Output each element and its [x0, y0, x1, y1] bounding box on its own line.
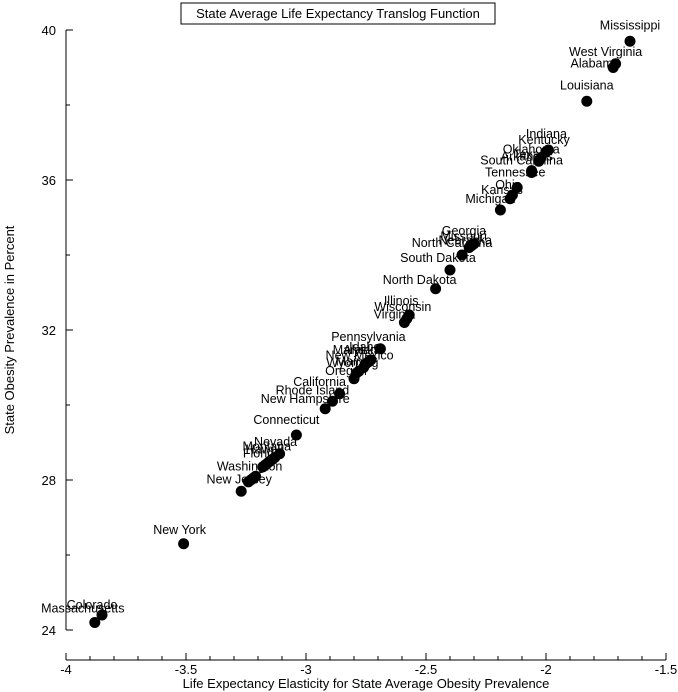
point-label: North Dakota [383, 273, 457, 287]
x-tick-label: -2 [540, 662, 552, 677]
point-label: Washington [217, 459, 283, 473]
data-point [624, 35, 636, 47]
data-point [456, 249, 468, 261]
point-label: West Virginia [569, 45, 642, 59]
data-point [494, 204, 506, 216]
point-label: North Carolina [412, 236, 493, 250]
data-point [581, 95, 593, 107]
point-label: Illinois [384, 294, 419, 308]
point-label: Connecticut [253, 413, 320, 427]
point-label: Texas [513, 148, 546, 162]
data-point [444, 264, 456, 276]
x-tick-label: -3 [300, 662, 312, 677]
point-label: Alaska [343, 343, 381, 357]
point-label: Kansas [481, 183, 523, 197]
point-label: Nevada [254, 435, 297, 449]
point-label: Indiana [526, 127, 567, 141]
point-label: Hawaii [246, 442, 284, 456]
point-label: Rhode Island [276, 383, 350, 397]
data-point [290, 429, 302, 441]
point-label: New York [153, 523, 207, 537]
point-label: Mississippi [600, 18, 660, 32]
data-point [319, 403, 331, 415]
point-label: Kentucky [518, 133, 570, 147]
point-label: Maine [336, 354, 370, 368]
data-point [374, 343, 386, 355]
point-label: Ohio [495, 178, 521, 192]
data-point [262, 457, 274, 469]
y-tick-label: 32 [42, 323, 56, 338]
point-label: New Jersey [207, 472, 273, 486]
data-point [607, 62, 619, 73]
x-tick-label: -1.5 [655, 662, 677, 677]
data-point [526, 165, 538, 177]
x-axis-title: Life Expectancy Elasticity for State Ave… [183, 676, 550, 691]
data-point [242, 476, 254, 488]
data-points [89, 35, 636, 628]
data-point [533, 155, 545, 167]
point-label: Maryland [333, 343, 384, 357]
point-label: California [293, 375, 346, 389]
data-point [430, 283, 442, 295]
point-label: New Hampshire [261, 392, 350, 406]
point-label: Pennsylvania [331, 330, 405, 344]
data-point [89, 617, 101, 628]
data-point [348, 373, 360, 385]
point-label: Wyoming [326, 356, 378, 370]
point-label: Missouri [440, 230, 487, 244]
x-tick-label: -3.5 [175, 662, 197, 677]
point-label: Florida [243, 446, 281, 460]
data-point [463, 242, 475, 253]
y-tick-label: 40 [42, 23, 56, 38]
y-axis-title: State Obesity Prevalence in Percent [2, 225, 17, 434]
point-label: Idaho [349, 340, 380, 354]
data-point [504, 193, 516, 205]
point-label: Arkansas [501, 149, 553, 163]
data-point [96, 609, 108, 621]
data-point [178, 538, 190, 550]
point-label: Michigan [465, 192, 515, 206]
data-point [334, 388, 346, 400]
y-tick-label: 24 [42, 623, 56, 638]
point-label: South Dakota [400, 251, 476, 265]
point-label: Virginia [374, 308, 416, 322]
data-point [326, 395, 338, 407]
point-label: Louisiana [560, 78, 614, 92]
x-axis: -4 -3.5 -3 -2.5 -2 -1.5 [60, 653, 677, 677]
y-axis: 24 28 32 36 40 [42, 23, 73, 638]
chart-title-box: State Average Life Expectancy Translog F… [180, 2, 496, 25]
point-label: Wisconsin [374, 300, 431, 314]
chart-title: State Average Life Expectancy Translog F… [196, 6, 480, 21]
y-tick-label: 36 [42, 173, 56, 188]
point-label: Oregon [325, 364, 367, 378]
point-label: South Carolina [480, 154, 563, 168]
x-tick-label: -4 [60, 662, 72, 677]
data-point [398, 317, 410, 328]
point-label: Georgia [442, 224, 487, 238]
point-label: Nebraska [438, 234, 492, 248]
point-label: Tennessee [485, 166, 546, 180]
point-label: Massachusetts [41, 602, 124, 616]
x-tick-label: -2.5 [415, 662, 437, 677]
y-tick-label: 28 [42, 473, 56, 488]
data-point [235, 485, 247, 497]
point-label: Oklahoma [503, 143, 560, 157]
point-label: New Mexico [326, 349, 394, 363]
point-label: Colorado [67, 598, 118, 612]
point-label: Montana [242, 440, 291, 454]
point-label: Alabama [571, 57, 620, 71]
